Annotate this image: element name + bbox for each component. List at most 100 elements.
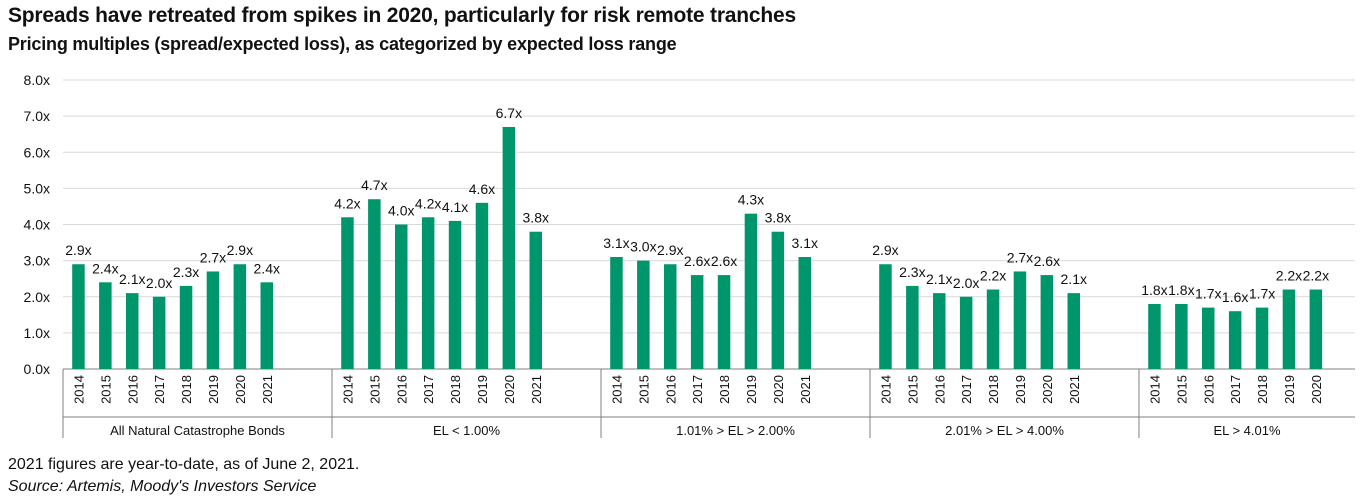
x-tick-label: 2021 (260, 375, 275, 404)
data-label: 4.2x (415, 195, 441, 211)
data-label: 4.0x (388, 203, 414, 219)
bar (1175, 303, 1188, 369)
y-tick-label: 8.0x (24, 72, 50, 88)
data-label: 4.7x (361, 177, 387, 193)
x-tick-label: 2020 (1040, 375, 1055, 404)
chart-subtitle: Pricing multiples (spread/expected loss)… (8, 34, 677, 54)
bar (690, 275, 704, 369)
y-tick-label: 3.0x (24, 253, 50, 269)
x-tick-label: 2014 (1147, 375, 1162, 404)
data-label: 2.0x (953, 275, 979, 291)
data-label: 2.6x (711, 253, 737, 269)
x-tick-label: 2018 (1255, 375, 1270, 404)
y-tick-label: 1.0x (24, 325, 50, 341)
bar (879, 264, 892, 369)
x-tick-label: 2018 (986, 375, 1001, 404)
x-tick-label: 2018 (448, 375, 463, 404)
bar (152, 296, 166, 369)
x-tick-label: 2021 (1067, 375, 1082, 404)
y-tick-label: 6.0x (24, 144, 50, 160)
x-tick-label: 2014 (609, 375, 624, 404)
bar (906, 285, 919, 369)
x-tick-label: 2015 (98, 375, 113, 404)
bar (1040, 275, 1054, 369)
data-label: 4.6x (469, 181, 495, 197)
y-tick-label: 0.0x (24, 361, 50, 377)
x-tick-label: 2019 (744, 375, 759, 404)
data-label: 3.8x (523, 210, 549, 226)
data-label: 2.7x (200, 249, 226, 265)
footnote: 2021 figures are year-to-date, as of Jun… (8, 456, 360, 473)
x-tick-label: 2015 (1174, 375, 1189, 404)
x-tick-label: 2014 (878, 375, 893, 404)
x-tick-label: 2017 (152, 375, 167, 404)
data-label: 2.2x (1276, 268, 1302, 284)
data-label: 2.6x (1034, 253, 1060, 269)
x-tick-label: 2016 (125, 375, 140, 404)
group-label: EL < 1.00% (433, 423, 501, 438)
y-tick-label: 2.0x (24, 289, 50, 305)
x-tick-label: 2019 (1013, 375, 1028, 404)
x-tick-label: 2020 (502, 375, 517, 404)
group-label: 1.01% > EL > 2.00% (676, 423, 795, 438)
data-label: 2.1x (119, 271, 145, 287)
bar (717, 275, 731, 369)
data-label: 2.9x (657, 242, 683, 258)
x-tick-label: 2016 (663, 375, 678, 404)
bar (233, 264, 247, 369)
bar (637, 260, 650, 369)
data-label: 2.1x (1061, 271, 1087, 287)
data-label: 2.9x (872, 242, 898, 258)
bar (1202, 307, 1215, 369)
data-label: 2.9x (65, 242, 91, 258)
x-tick-label: 2020 (233, 375, 248, 404)
x-tick-label: 2021 (529, 375, 544, 404)
data-label: 3.0x (630, 239, 656, 255)
x-tick-label: 2017 (421, 375, 436, 404)
bar (1148, 303, 1161, 369)
source-note: Source: Artemis, Moody's Investors Servi… (8, 478, 317, 495)
bar (798, 257, 811, 369)
bar (421, 217, 435, 369)
group-label: 2.01% > EL > 4.00% (945, 423, 1064, 438)
data-label: 2.2x (980, 268, 1006, 284)
x-tick-label: 2015 (636, 375, 651, 404)
bar (986, 289, 1000, 369)
data-label: 2.2x (1303, 268, 1329, 284)
data-label: 6.7x (496, 105, 522, 121)
x-tick-label: 2017 (1228, 375, 1243, 404)
data-label: 1.8x (1141, 282, 1167, 298)
x-tick-label: 2018 (179, 375, 194, 404)
bar (475, 202, 489, 369)
data-label: 1.7x (1195, 286, 1221, 302)
bar (959, 296, 973, 369)
data-label: 2.9x (227, 242, 253, 258)
data-label: 3.1x (792, 235, 818, 251)
bar (502, 126, 516, 370)
data-label: 2.4x (92, 260, 118, 276)
data-label: 3.1x (603, 235, 629, 251)
bar (179, 285, 193, 369)
bar (99, 282, 112, 369)
x-tick-label: 2021 (798, 375, 813, 404)
data-label: 4.3x (738, 192, 764, 208)
bar (771, 231, 785, 369)
bar-chart: 0.0x 1.0x 2.0x 3.0x 4.0x 5.0x 6.0x 7.0x 8.0x 2.9x… (24, 72, 1355, 438)
bar (529, 231, 542, 369)
bar (448, 220, 462, 369)
y-tick-label: 5.0x (24, 180, 50, 196)
bar (341, 217, 354, 369)
x-tick-label: 2019 (206, 375, 221, 404)
bar (664, 264, 677, 369)
x-tick-label: 2016 (394, 375, 409, 404)
bar (126, 293, 139, 369)
group-label: EL > 4.01% (1213, 423, 1281, 438)
bar (933, 293, 946, 369)
x-tick-label: 2020 (1309, 375, 1324, 404)
y-tick-label: 4.0x (24, 217, 50, 233)
bar (1013, 271, 1027, 369)
bar (744, 213, 758, 369)
x-tick-label: 2017 (959, 375, 974, 404)
data-label: 1.7x (1249, 286, 1275, 302)
chart-title: Spreads have retreated from spikes in 20… (8, 4, 796, 27)
